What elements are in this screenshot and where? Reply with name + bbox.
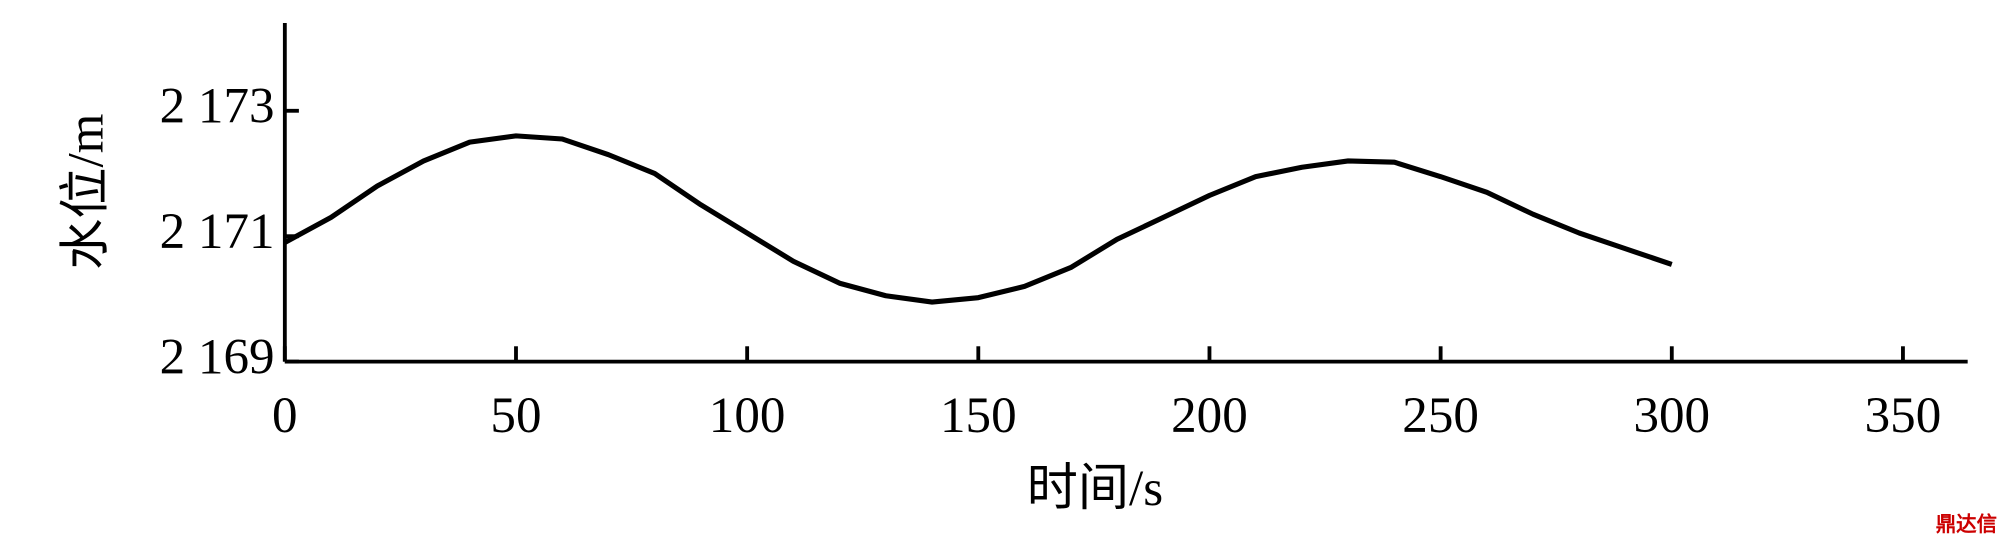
x-tick-label: 300 xyxy=(1633,387,1710,444)
x-tick-label: 250 xyxy=(1402,387,1479,444)
watermark: 鼎达信 xyxy=(1936,512,1997,536)
data-line xyxy=(283,133,1673,305)
x-tick-label: 100 xyxy=(709,387,786,444)
x-tick-label: 350 xyxy=(1865,387,1942,444)
y-tick-label: 2 169 xyxy=(160,328,275,385)
y-axis-label: 水位/m xyxy=(57,114,114,270)
x-tick-label: 50 xyxy=(490,387,541,444)
y-tick-label: 2 173 xyxy=(160,78,275,135)
x-tick-label: 200 xyxy=(1171,387,1248,444)
x-tick-label: 0 xyxy=(272,387,298,444)
y-tick-label: 2 171 xyxy=(160,203,275,260)
x-tick-label: 150 xyxy=(940,387,1017,444)
x-axis-label: 时间/s xyxy=(1027,460,1163,517)
